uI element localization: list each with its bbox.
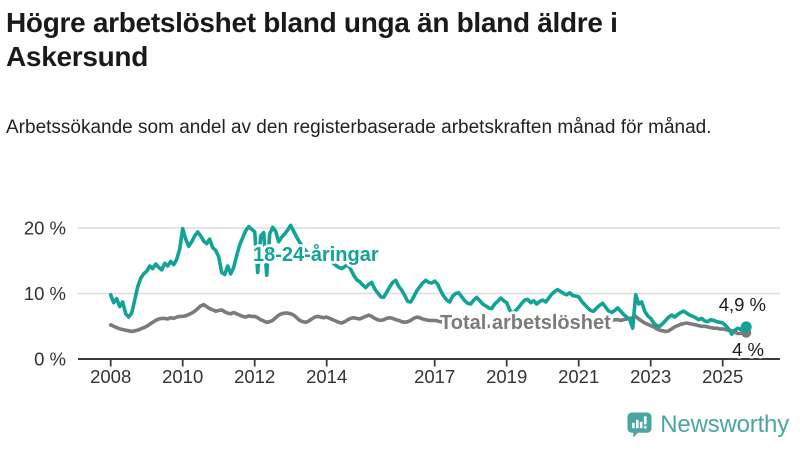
- x-tick-label: 2014: [306, 366, 347, 387]
- y-tick-label: 10 %: [24, 283, 66, 304]
- end-value-label-youth: 4,9 %: [719, 294, 766, 315]
- end-value-label-total: 4 %: [732, 339, 764, 360]
- x-tick-label: 2017: [414, 366, 455, 387]
- page-title: Högre arbetslöshet bland unga än bland ä…: [6, 7, 618, 72]
- chart-subtitle: Arbetssökande som andel av den registerb…: [6, 117, 712, 138]
- line-chart: 2008 2010 2012 2014 2017 2019 2021 2023 2025 0 % 1…: [0, 200, 800, 455]
- x-tick-label: 2025: [702, 366, 743, 387]
- series-line-youth: [108, 223, 746, 336]
- newsworthy-logo: Newsworthy: [626, 411, 789, 439]
- chart-header: Högre arbetslöshet bland unga än bland ä…: [0, 0, 800, 138]
- x-tick-label: 2019: [486, 366, 527, 387]
- x-tick-label: 2023: [630, 366, 671, 387]
- logo-wordmark: Newsworthy: [660, 411, 789, 438]
- series-line-total: [108, 302, 746, 336]
- y-tick-label: 20 %: [24, 218, 66, 239]
- x-tick-label: 2021: [558, 366, 599, 387]
- x-tick-label: 2012: [234, 366, 275, 387]
- series-label-total: Total arbetslöshet: [440, 312, 611, 334]
- end-dot-youth: [740, 321, 752, 333]
- y-tick-label: 0 %: [34, 349, 66, 370]
- unemployment-line-chart: 2008 2010 2012 2014 2017 2019 2021 2023 2025 0 % 1…: [24, 218, 780, 387]
- x-tick-label: 2008: [90, 366, 131, 387]
- x-tick-label: 2010: [162, 366, 203, 387]
- bar-chart-speech-bubble-icon: [627, 412, 652, 438]
- series-label-youth: 18-24-åringar: [253, 243, 379, 266]
